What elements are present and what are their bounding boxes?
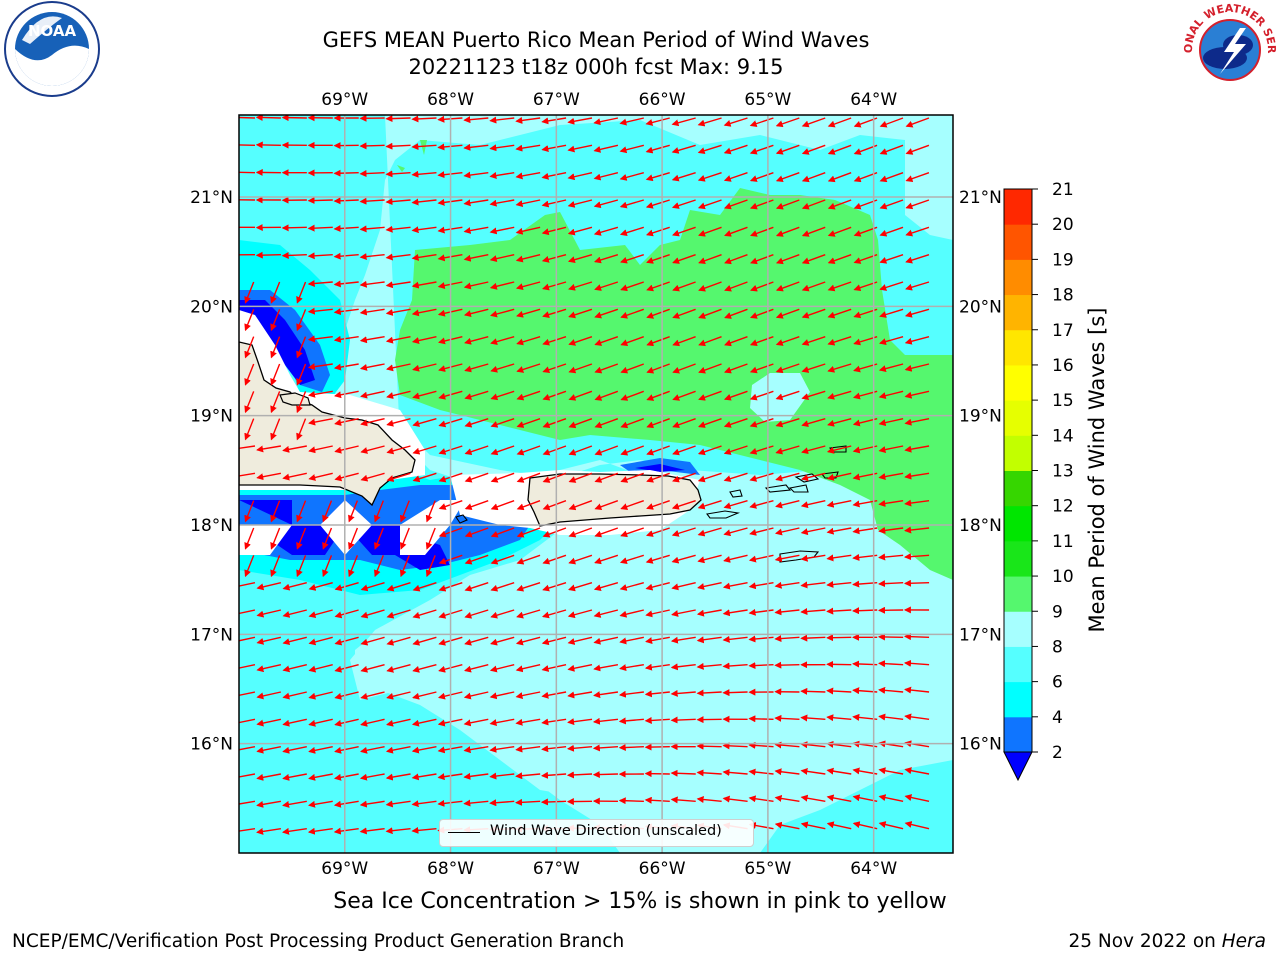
wind-wave-arrow (698, 746, 722, 747)
y-tick-label-right: 19°N (959, 407, 1002, 427)
wind-wave-arrow (724, 692, 748, 693)
legend-label: Wind Wave Direction (unscaled) (490, 823, 722, 839)
y-tick-label-left: 17°N (190, 625, 233, 645)
colorbar-tick-label: 4 (1052, 708, 1063, 728)
wind-wave-arrow (620, 801, 644, 802)
wind-wave-arrow (257, 145, 281, 146)
wind-wave-arrow (750, 719, 774, 720)
colorbar-tick-label: 10 (1052, 567, 1074, 587)
x-tick-label-bottom: 67°W (533, 859, 580, 879)
colorbar-tick-label: 12 (1052, 497, 1074, 517)
colorbar-segment (1004, 330, 1032, 366)
wind-wave-arrow (231, 117, 255, 118)
footer-date: 25 Nov 2022 on Hera (1068, 931, 1266, 952)
colorbar-tick-label: 9 (1052, 602, 1063, 622)
colorbar-segment (1004, 471, 1032, 507)
x-tick-label-top: 67°W (533, 90, 580, 110)
wind-wave-arrow (335, 173, 359, 174)
colorbar-segment (1004, 400, 1032, 436)
x-tick-label-bottom: 66°W (639, 859, 686, 879)
colorbar-extend-min (1004, 752, 1032, 780)
x-tick-label-top: 66°W (639, 90, 686, 110)
y-tick-label-left: 16°N (190, 735, 233, 755)
colorbar-segment (1004, 576, 1032, 612)
wind-wave-arrow (594, 774, 618, 775)
wind-wave-arrow (905, 583, 929, 584)
y-tick-label-right: 18°N (959, 516, 1002, 536)
wind-wave-arrow (646, 747, 670, 748)
wind-wave-arrow (231, 172, 255, 173)
wind-wave-arrow (257, 255, 281, 256)
y-tick-label-left: 18°N (190, 516, 233, 536)
x-tick-label-top: 69°W (321, 90, 368, 110)
y-tick-label-right: 16°N (959, 735, 1002, 755)
colorbar-segment (1004, 541, 1032, 577)
x-tick-label-top: 68°W (427, 90, 474, 110)
y-tick-label-right: 21°N (959, 188, 1002, 208)
wind-wave-arrow (775, 665, 799, 666)
wind-wave-arrow (231, 145, 255, 146)
colorbar-tick-label: 8 (1052, 637, 1063, 657)
colorbar: 2 4 6 8 9 10 11 12 13 14 15 16 17 18 19 20 21 (1004, 180, 1074, 780)
colorbar-tick-label: 2 (1052, 743, 1063, 763)
colorbar-tick-label: 13 (1052, 462, 1074, 482)
colorbar-segment (1004, 259, 1032, 295)
y-tick-label-left: 20°N (190, 297, 233, 317)
footer-host: Hera (1222, 931, 1266, 952)
colorbar-segment (1004, 224, 1032, 260)
wind-wave-arrow (361, 145, 385, 146)
colorbar-segment (1004, 506, 1032, 542)
x-tick-label-bottom: 64°W (850, 859, 897, 879)
colorbar-segment (1004, 611, 1032, 647)
y-tick-label-left: 21°N (190, 188, 233, 208)
colorbar-segment (1004, 646, 1032, 682)
legend: Wind Wave Direction (unscaled) (439, 819, 754, 847)
colorbar-tick-label: 11 (1052, 532, 1074, 552)
colorbar-segment (1004, 295, 1032, 331)
colorbar-tick-label: 16 (1052, 356, 1074, 376)
wind-wave-arrow (672, 773, 696, 774)
y-tick-label-right: 17°N (959, 625, 1002, 645)
sea-ice-note: Sea Ice Concentration > 15% is shown in … (240, 889, 1040, 914)
x-tick-label-bottom: 69°W (321, 859, 368, 879)
colorbar-tick-label: 18 (1052, 286, 1074, 306)
wind-wave-arrow (257, 117, 281, 118)
colorbar-segment (1004, 365, 1032, 401)
wind-wave-arrow (387, 118, 411, 119)
y-tick-label-right: 20°N (959, 297, 1002, 317)
wind-wave-arrow (801, 691, 825, 692)
colorbar-segment (1004, 435, 1032, 471)
colorbar-segment (1004, 682, 1032, 718)
colorbar-segment (1004, 717, 1032, 753)
x-tick-label-bottom: 65°W (744, 859, 791, 879)
x-tick-label-bottom: 68°W (427, 859, 474, 879)
colorbar-label: Mean Period of Wind Waves [s] (1085, 308, 1109, 633)
y-tick-label-left: 19°N (190, 407, 233, 427)
footer-credit: NCEP/EMC/Verification Post Processing Pr… (12, 931, 624, 952)
footer-date-text: 25 Nov 2022 on (1068, 931, 1221, 952)
colorbar-tick-label: 20 (1052, 215, 1074, 235)
colorbar-tick-label: 21 (1052, 180, 1074, 200)
wind-wave-arrow (905, 636, 929, 637)
colorbar-tick-label: 19 (1052, 250, 1074, 270)
wind-wave-arrow (672, 719, 696, 720)
colorbar-tick-label: 15 (1052, 391, 1074, 411)
colorbar-segment (1004, 189, 1032, 225)
x-tick-label-top: 64°W (850, 90, 897, 110)
colorbar-tick-label: 6 (1052, 673, 1063, 693)
map-field (231, 115, 953, 853)
colorbar-tick-label: 17 (1052, 321, 1074, 341)
x-tick-label-top: 65°W (744, 90, 791, 110)
wind-wave-arrow (309, 200, 333, 201)
wind-wave-arrow (542, 801, 566, 802)
colorbar-tick-label: 14 (1052, 426, 1074, 446)
legend-line-icon (448, 832, 480, 833)
wind-wave-arrow (283, 227, 307, 228)
